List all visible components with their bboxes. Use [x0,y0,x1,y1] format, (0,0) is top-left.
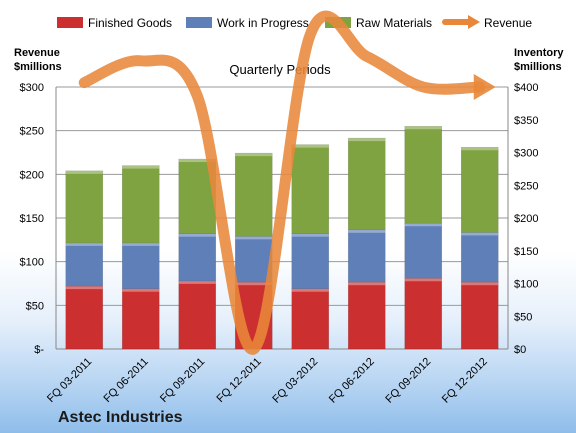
bar-raw-materials [404,126,443,224]
legend-label-finished-goods: Finished Goods [88,16,172,30]
bar-work-in-progress [65,242,104,287]
bar-highlight [235,282,273,286]
right-tick-label: $350 [514,115,538,127]
bar-highlight [291,233,329,237]
legend-arrow-revenue [468,15,480,29]
bar-highlight [404,223,442,227]
bar-work-in-progress [178,233,217,282]
company-name: Astec Industries [58,409,183,426]
x-axis-ticks: FQ 03-2011 FQ 06-2011 FQ 09-2011 FQ 12-2011… [45,356,490,406]
right-axis-ticks: $0 $50 $100 $150 $200 $250 $300 $350 $400 [514,82,538,356]
bar-highlight [122,242,160,246]
bar-highlight [178,159,216,163]
bar-highlight [348,282,386,286]
x-tick-label: FQ 12-2012 [440,356,490,406]
bar-highlight [235,236,273,240]
right-tick-label: $250 [514,180,538,192]
x-tick-label: FQ 06-2011 [101,356,150,405]
bar-highlight [291,288,329,292]
right-tick-label: $100 [514,279,538,291]
bar-work-in-progress [234,236,273,283]
x-tick-label: FQ 09-2011 [158,356,207,405]
left-tick-label: $300 [20,82,44,94]
bar-finished-goods [178,280,217,350]
bar-finished-goods [65,285,104,350]
legend-label-work-in-progress: Work in Progress [217,16,309,30]
right-tick-label: $400 [514,82,538,94]
bar-highlight [348,138,386,142]
bar-finished-goods [404,277,443,350]
bar-finished-goods [460,281,499,350]
bar-work-in-progress [404,222,443,279]
bar-work-in-progress [347,229,386,283]
legend: Finished Goods Work in Progress Raw Mate… [57,15,532,30]
x-tick-label: FQ 06-2012 [327,356,377,406]
bar-work-in-progress [291,233,330,290]
x-tick-label: FQ 03-2012 [270,356,320,406]
right-tick-label: $200 [514,213,538,225]
bar-highlight [235,153,273,157]
chart-title: Quarterly Periods [229,62,331,77]
left-tick-label: $250 [20,126,44,138]
bar-work-in-progress [460,232,499,283]
bar-raw-materials [460,146,499,233]
right-tick-label: $300 [514,148,538,160]
bar-raw-materials [65,170,104,244]
left-tick-label: $200 [20,169,44,181]
left-tick-label: $50 [26,300,44,312]
bar-highlight [461,282,499,286]
left-axis-ticks: $- $50 $100 $150 $200 $250 $300 [20,82,45,356]
bar-highlight [122,288,160,292]
right-tick-label: $50 [514,311,532,323]
bar-highlight [122,165,160,169]
right-tick-label: $0 [514,344,526,356]
left-axis-title-line1: Revenue [14,47,60,59]
x-tick-label: FQ 09-2012 [383,356,433,406]
left-tick-label: $100 [20,257,44,269]
left-axis-title-line2: $millions [14,61,62,73]
bar-finished-goods [121,288,160,350]
bar-highlight [348,229,386,233]
right-axis-title-line1: Inventory [514,47,564,59]
legend-label-revenue: Revenue [484,16,532,30]
bar-highlight [65,286,103,290]
bar-finished-goods [291,288,330,350]
bar-raw-materials [121,165,160,244]
bar-highlight [461,147,499,151]
bar-highlight [178,233,216,237]
bar-finished-goods [347,281,386,350]
bar-highlight [178,280,216,284]
x-tick-label: FQ 12-2011 [214,356,263,405]
right-tick-label: $150 [514,246,538,258]
bar-highlight [404,278,442,282]
legend-swatch-finished-goods [57,17,83,28]
bar-highlight [461,232,499,236]
bar-raw-materials [291,144,330,235]
bar-work-in-progress [121,242,160,290]
x-tick-label: FQ 03-2011 [45,356,94,405]
left-tick-label: $150 [20,213,44,225]
revenue-line-layer [78,10,496,355]
legend-swatch-work-in-progress [186,17,212,28]
left-tick-label: $- [34,344,44,356]
bar-highlight [404,126,442,130]
bar-highlight [65,170,103,174]
legend-label-raw-materials: Raw Materials [356,16,432,30]
bar-highlight [65,242,103,246]
bar-raw-materials [347,137,386,231]
revenue-line [78,10,486,355]
bar-highlight [291,144,329,148]
bar-raw-materials [234,152,273,237]
right-axis-title-line2: $millions [514,61,562,73]
bars [65,126,499,350]
revenue-arrowhead [473,74,496,100]
